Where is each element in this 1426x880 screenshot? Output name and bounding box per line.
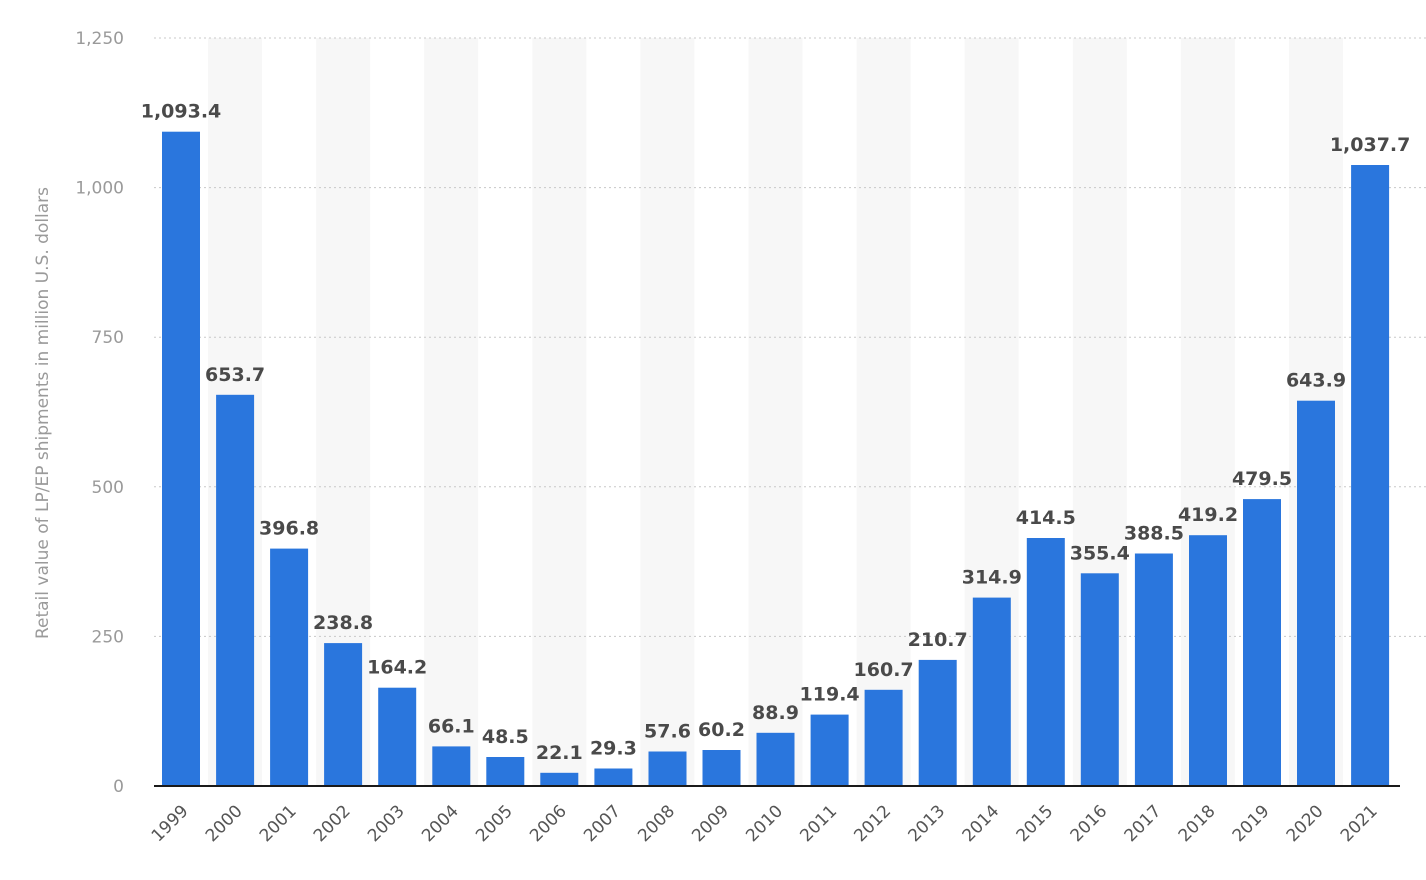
background-band [424, 38, 479, 786]
bar-2000[interactable] [216, 394, 255, 786]
data-label: 164.2 [367, 657, 427, 679]
bar-2016[interactable] [1080, 573, 1119, 786]
bar-2015[interactable] [1026, 538, 1065, 786]
data-label: 29.3 [590, 738, 637, 760]
x-tick-label: 2019 [1229, 801, 1274, 846]
data-label: 419.2 [1178, 504, 1238, 526]
y-tick-label: 1,000 [75, 179, 124, 199]
data-label: 479.5 [1232, 468, 1292, 490]
data-label: 160.7 [854, 659, 914, 681]
data-label: 48.5 [482, 726, 529, 748]
x-tick-label: 1999 [148, 801, 193, 846]
x-tick-label: 2015 [1013, 801, 1058, 846]
x-tick-label: 2013 [905, 801, 950, 846]
x-tick-label: 2007 [580, 801, 625, 846]
data-label: 60.2 [698, 719, 745, 741]
data-label: 414.5 [1016, 507, 1076, 529]
bar-2002[interactable] [324, 643, 363, 786]
data-label: 1,037.7 [1330, 134, 1411, 156]
x-tick-label: 2009 [688, 801, 733, 846]
bar-2017[interactable] [1134, 553, 1173, 787]
bar-2021[interactable] [1351, 165, 1390, 786]
data-label: 396.8 [259, 518, 319, 540]
data-label: 22.1 [536, 742, 583, 764]
y-tick-label: 750 [92, 328, 124, 348]
bar-2001[interactable] [270, 548, 309, 786]
data-label: 314.9 [962, 567, 1022, 589]
bar-2006[interactable] [540, 772, 579, 786]
x-tick-label: 2010 [742, 801, 787, 846]
bars [162, 131, 1390, 787]
bar-2005[interactable] [486, 757, 525, 786]
bar-2012[interactable] [864, 689, 903, 786]
x-tick-label: 2008 [634, 801, 679, 846]
data-label: 88.9 [752, 702, 799, 724]
bar-2020[interactable] [1297, 400, 1335, 786]
x-tick-label: 2014 [959, 801, 1004, 846]
x-axis-ticks: 1999 2000 2001 2002 2003 2004 2005 2006 2007 2008… [148, 801, 1382, 846]
background-band [640, 38, 695, 786]
background-band [856, 38, 911, 786]
bar-2019[interactable] [1243, 499, 1281, 786]
x-tick-label: 2003 [364, 801, 409, 846]
x-tick-label: 2018 [1175, 801, 1220, 846]
x-tick-label: 2020 [1283, 801, 1328, 846]
x-tick-label: 2016 [1067, 801, 1112, 846]
y-tick-label: 250 [92, 627, 124, 647]
data-label: 388.5 [1124, 523, 1184, 545]
background-band [532, 38, 587, 786]
data-labels: 1,093.4 653.7 396.8 238.8 164.2 66.1 48.5 22.1 2… [141, 101, 1411, 764]
data-label: 210.7 [908, 629, 968, 651]
background-band [748, 38, 803, 786]
bar-2004[interactable] [432, 746, 471, 786]
bar-2010[interactable] [756, 732, 795, 786]
bar-2018[interactable] [1189, 535, 1227, 786]
x-tick-label: 2004 [418, 801, 463, 846]
data-label: 653.7 [205, 364, 265, 386]
x-tick-label: 2000 [202, 801, 247, 846]
y-tick-label: 500 [92, 478, 124, 498]
bar-2009[interactable] [702, 750, 741, 786]
bar-2014[interactable] [972, 597, 1011, 786]
x-tick-label: 2011 [796, 801, 841, 846]
x-tick-label: 2001 [256, 801, 301, 846]
x-tick-label: 2021 [1337, 801, 1382, 846]
data-label: 57.6 [644, 721, 691, 743]
bar-2013[interactable] [918, 659, 957, 786]
y-axis-title: Retail value of LP/EP shipments in milli… [33, 187, 53, 639]
bar-2007[interactable] [594, 768, 633, 787]
data-label: 355.4 [1070, 542, 1130, 564]
data-label: 238.8 [313, 612, 373, 634]
x-tick-label: 2006 [526, 801, 571, 846]
x-tick-label: 2012 [850, 801, 895, 846]
y-tick-label: 0 [113, 777, 124, 797]
y-axis-ticks: 0 250 500 750 1,000 1,250 [75, 29, 124, 797]
data-label: 66.1 [428, 715, 475, 737]
bar-2011[interactable] [810, 714, 849, 786]
bar-2003[interactable] [378, 687, 417, 786]
data-label: 643.9 [1286, 370, 1346, 392]
data-label: 119.4 [800, 684, 860, 706]
x-tick-label: 2017 [1121, 801, 1166, 846]
bar-2008[interactable] [648, 751, 687, 787]
data-label: 1,093.4 [141, 101, 222, 123]
x-tick-label: 2005 [472, 801, 517, 846]
y-tick-label: 1,250 [75, 29, 124, 49]
x-tick-label: 2002 [310, 801, 355, 846]
bar-1999[interactable] [162, 131, 200, 786]
gridlines [154, 37, 1426, 637]
